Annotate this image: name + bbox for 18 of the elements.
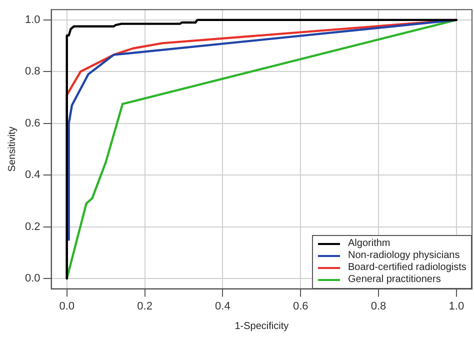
- x-tick-label: 0.2: [137, 300, 152, 312]
- x-axis-title: 1-Specificity: [234, 320, 289, 332]
- y-tick-label: 0.0: [24, 272, 40, 284]
- y-tick-label: 1.0: [24, 14, 40, 26]
- legend-label: Non-radiology physicians: [348, 250, 460, 262]
- y-tick-label: 0.2: [24, 220, 40, 233]
- legend-label: General practitioners: [348, 274, 441, 286]
- x-tick-label: 0.4: [215, 300, 230, 312]
- y-tick-label: 0.8: [24, 66, 40, 78]
- x-tick-label: 1.0: [448, 300, 464, 312]
- x-tick-label: 0.6: [292, 300, 308, 312]
- y-axis-title: Sensitivity: [6, 126, 18, 172]
- y-tick-label: 0.6: [24, 117, 40, 130]
- x-tick-label: 0.8: [370, 300, 386, 312]
- legend-label: Algorithm: [348, 238, 390, 250]
- x-tick-label: 0.0: [59, 300, 75, 312]
- y-tick-label: 0.4: [24, 169, 40, 182]
- legend-label: Board-certified radiologists: [348, 262, 466, 274]
